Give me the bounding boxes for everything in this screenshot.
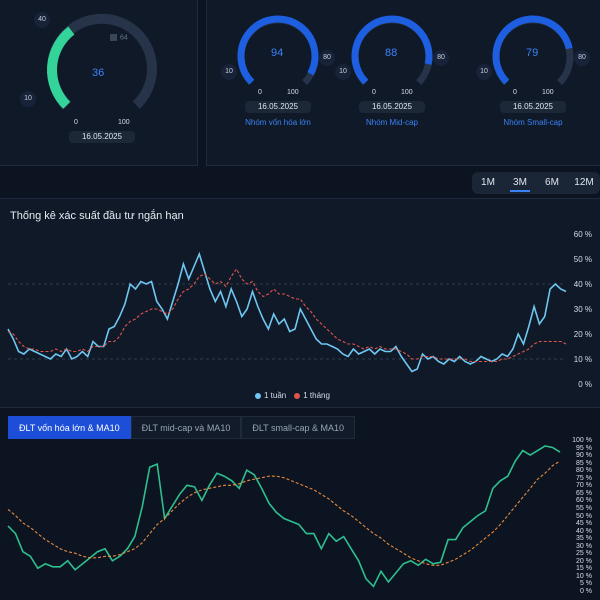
period-12m-button[interactable]: 12M — [574, 177, 594, 188]
main-gauge-inner-tag: 64 — [110, 34, 128, 41]
breadth-ma10-line-chart — [7, 445, 561, 588]
bottom-y-tick: 85 % — [576, 459, 592, 467]
group-gauge-0-max: 100 — [287, 89, 299, 96]
group-gauge-2-value: 79 — [526, 47, 539, 59]
period-selector: 1M 3M 6M 12M — [472, 172, 600, 194]
top-y-tick: 10 % — [573, 355, 592, 364]
period-6m-button[interactable]: 6M — [545, 177, 559, 188]
main-gauge-left-label: 10 — [20, 91, 36, 107]
group-gauge-2-left-label: 10 — [476, 64, 492, 80]
group-gauge-0-right-label: 80 — [319, 50, 335, 66]
group-gauge-1-value: 88 — [385, 47, 398, 59]
group-gauge-0-value: 94 — [271, 47, 284, 59]
bottom-y-tick: 0 % — [579, 588, 592, 595]
bottom-y-tick: 70 % — [576, 482, 592, 490]
square-icon — [110, 34, 117, 41]
bottom-y-tick: 5 % — [579, 580, 592, 588]
group-gauge-1 — [351, 15, 433, 86]
top-y-tick: 60 % — [573, 230, 592, 239]
group-gauge-2-date: 16.05.2025 — [500, 101, 566, 113]
top-y-tick: 50 % — [573, 255, 592, 264]
group-gauge-1-date: 16.05.2025 — [359, 101, 425, 113]
group-gauge-0-left-label: 10 — [221, 64, 237, 80]
top-y-tick: 40 % — [573, 280, 592, 289]
legend-dot-icon — [294, 392, 301, 399]
probability-chart-legend: 1 tuần 1 tháng — [255, 391, 330, 400]
bottom-y-tick: 80 % — [576, 467, 592, 475]
series-line-đlt — [7, 445, 561, 588]
group-gauge-0-date: 16.05.2025 — [245, 101, 311, 113]
probability-line-chart — [7, 251, 567, 373]
bottom-y-tick: 90 % — [576, 452, 592, 460]
group-tabs: ĐLT vốn hóa lớn & MA10 ĐLT mid-cap và MA… — [8, 416, 356, 439]
period-1m-button[interactable]: 1M — [481, 177, 495, 188]
tab-large-cap[interactable]: ĐLT vốn hóa lớn & MA10 — [8, 416, 131, 439]
legend-label-1-month: 1 tháng — [303, 391, 330, 400]
bottom-y-tick: 20 % — [576, 557, 592, 565]
group-gauge-1-min: 0 — [372, 89, 376, 96]
bottom-y-tick: 95 % — [576, 444, 592, 452]
main-gauge-max: 100 — [118, 119, 130, 126]
legend-item-1-week[interactable]: 1 tuần — [255, 391, 286, 400]
bottom-y-tick: 60 % — [576, 497, 592, 505]
bottom-y-tick: 65 % — [576, 489, 592, 497]
top-y-tick: 20 % — [573, 330, 592, 339]
bottom-y-tick: 15 % — [576, 565, 592, 573]
bottom-y-tick: 30 % — [576, 542, 592, 550]
tab-small-cap[interactable]: ĐLT small-cap & MA10 — [241, 416, 356, 439]
main-gauge-min: 0 — [74, 119, 78, 126]
main-gauge-top-label: 40 — [34, 12, 50, 28]
group-gauge-2-name[interactable]: Nhóm Small-cap — [503, 118, 563, 127]
group-gauge-2-min: 0 — [513, 89, 517, 96]
bottom-y-tick: 45 % — [576, 520, 592, 528]
probability-chart-panel — [0, 198, 600, 408]
group-gauge-2-right-label: 80 — [574, 50, 590, 66]
top-y-tick: 30 % — [573, 305, 592, 314]
bottom-y-tick: 55 % — [576, 504, 592, 512]
top-y-tick: 0 % — [578, 380, 592, 389]
bottom-y-tick: 35 % — [576, 535, 592, 543]
bottom-y-tick: 40 % — [576, 527, 592, 535]
group-gauge-1-name[interactable]: Nhóm Mid-cap — [365, 118, 418, 127]
legend-label-1-week: 1 tuần — [264, 391, 287, 400]
group-gauge-0 — [237, 15, 319, 86]
group-gauge-1-left-label: 10 — [335, 64, 351, 80]
group-gauge-2 — [492, 15, 574, 86]
group-gauge-0-min: 0 — [258, 89, 262, 96]
main-gauge-value: 36 — [92, 67, 105, 79]
bottom-y-tick: 25 % — [576, 550, 592, 558]
bottom-y-tick: 10 % — [576, 572, 592, 580]
probability-chart-title: Thống kê xác suất đầu tư ngắn hạn — [10, 210, 184, 222]
bottom-y-tick: 100 % — [572, 437, 592, 444]
group-gauge-2-max: 100 — [542, 89, 554, 96]
group-gauge-1-right-label: 80 — [433, 50, 449, 66]
period-3m-button[interactable]: 3M — [504, 172, 536, 194]
series-line-1-tháng — [7, 267, 567, 363]
bottom-y-tick: 75 % — [576, 474, 592, 482]
group-gauges-panel — [206, 0, 600, 166]
legend-item-1-month[interactable]: 1 tháng — [294, 391, 330, 400]
legend-dot-icon — [255, 392, 261, 399]
bottom-y-tick: 50 % — [576, 512, 592, 520]
group-gauge-0-name[interactable]: Nhóm vốn hóa lớn — [245, 118, 311, 127]
main-gauge-date: 16.05.2025 — [69, 131, 135, 143]
series-line-ma10 — [7, 460, 561, 566]
series-line-1-tuần — [7, 251, 567, 373]
group-gauge-1-max: 100 — [401, 89, 413, 96]
tab-mid-cap[interactable]: ĐLT mid-cap và MA10 — [130, 416, 242, 439]
main-gauge-inner-tag-value: 64 — [120, 34, 128, 42]
main-gauge — [46, 13, 157, 109]
